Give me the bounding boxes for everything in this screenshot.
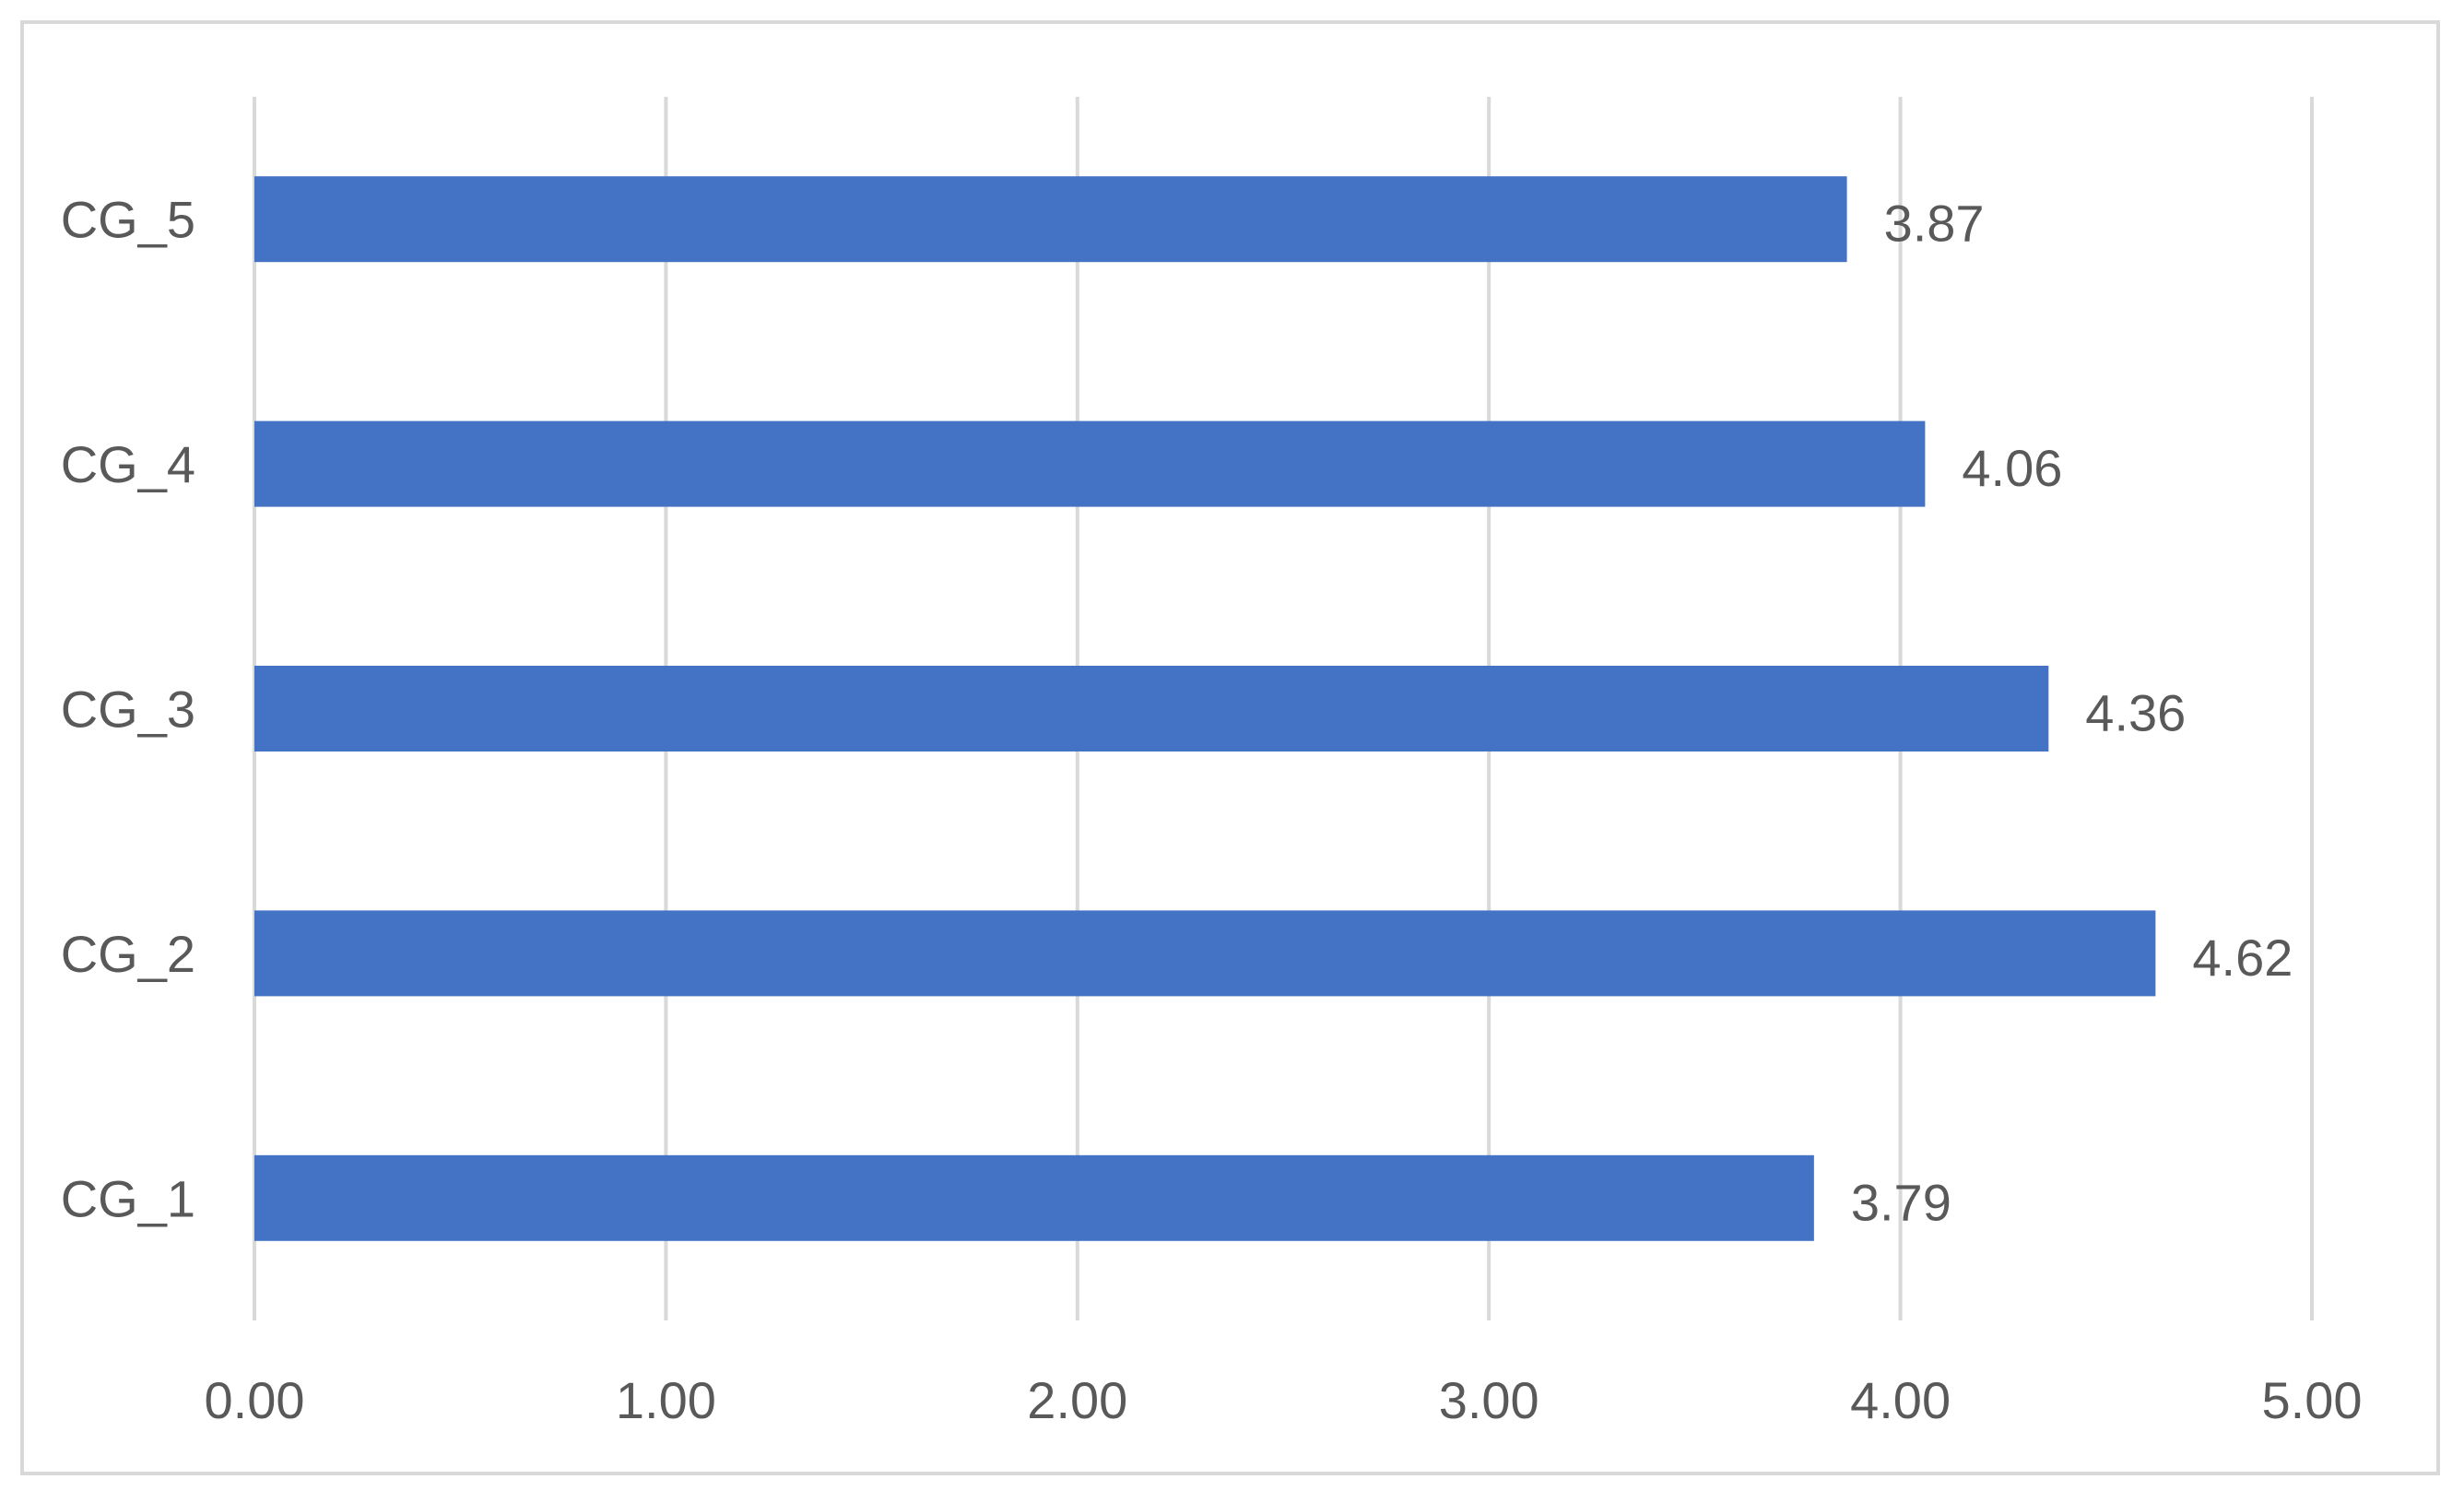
x-tick-label-5: 5.00 [2262,1371,2363,1429]
category-label-cg-3: CG_3 [61,680,195,739]
x-tick-label-1: 1.00 [616,1371,716,1429]
x-tick-label-2: 2.00 [1027,1371,1127,1429]
bar-cg-1 [254,1154,1814,1241]
category-label-cg-2: CG_2 [61,925,195,983]
data-label-cg-5: 3.87 [1884,195,1985,253]
bar-cg-5 [254,176,1847,263]
category-label-cg-4: CG_4 [61,435,195,493]
data-label-cg-3: 4.36 [2085,684,2186,742]
bars [254,176,2156,1241]
data-label-cg-4: 4.06 [1962,439,2062,497]
category-label-cg-1: CG_1 [61,1169,195,1227]
data-label-cg-1: 3.79 [1851,1173,1951,1231]
bar-cg-3 [254,666,2049,752]
bar-cg-4 [254,420,1926,507]
labels: 0.00 1.00 2.00 3.00 4.00 5.00 CG_1 3.79 CG_2 4.62… [61,191,2363,1429]
x-tick-label-3: 3.00 [1439,1371,1539,1429]
x-tick-label-0: 0.00 [205,1371,305,1429]
category-label-cg-5: CG_5 [61,191,195,249]
x-tick-label-4: 4.00 [1850,1371,1951,1429]
data-label-cg-2: 4.62 [2192,929,2293,987]
bar-cg-2 [254,910,2156,997]
